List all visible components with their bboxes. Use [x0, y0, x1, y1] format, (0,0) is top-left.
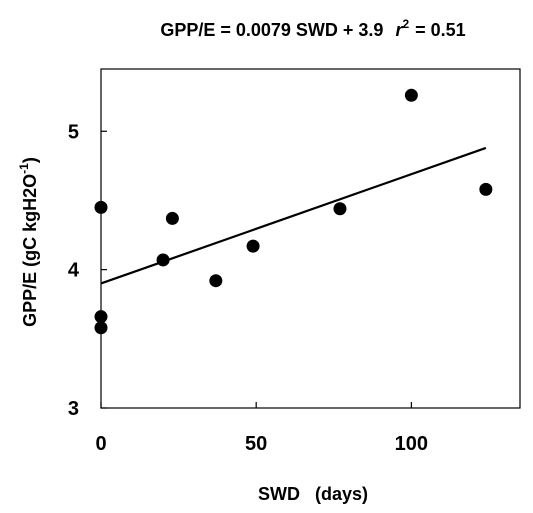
data-point [94, 200, 108, 214]
x-tick-label: 0 [95, 433, 106, 455]
chart-title-r: r [395, 20, 403, 40]
x-tick-label: 50 [245, 433, 267, 455]
data-point [156, 253, 170, 267]
y-tick-label: 4 [68, 260, 80, 282]
data-point [479, 182, 493, 196]
data-point [94, 310, 108, 324]
chart-title-equation: GPP/E = 0.0079 SWD + 3.9 [160, 20, 383, 40]
data-point [246, 239, 260, 253]
y-axis-label-superscript: -1 [17, 163, 31, 174]
chart-title: GPP/E = 0.0079 SWD + 3.9 r2 = 0.51 [160, 17, 465, 40]
plot-frame [100, 68, 521, 409]
data-point [333, 202, 347, 216]
data-point [165, 211, 179, 225]
y-axis-label: GPP/E (gC kgH2O-1) [17, 157, 40, 327]
data-point [209, 274, 223, 288]
y-axis-label-main: GPP/E (gC kgH2O [20, 174, 40, 327]
y-tick-label: 5 [68, 121, 79, 143]
x-tick-label: 100 [395, 433, 428, 455]
data-point [404, 88, 418, 102]
y-axis-label-close: ) [20, 157, 40, 163]
chart-title-r-value: = 0.51 [415, 20, 466, 40]
x-axis-label: SWD (days) [258, 484, 368, 504]
y-tick-label: 3 [68, 398, 79, 420]
data-point [94, 321, 108, 335]
chart-title-r-superscript: 2 [402, 17, 409, 31]
